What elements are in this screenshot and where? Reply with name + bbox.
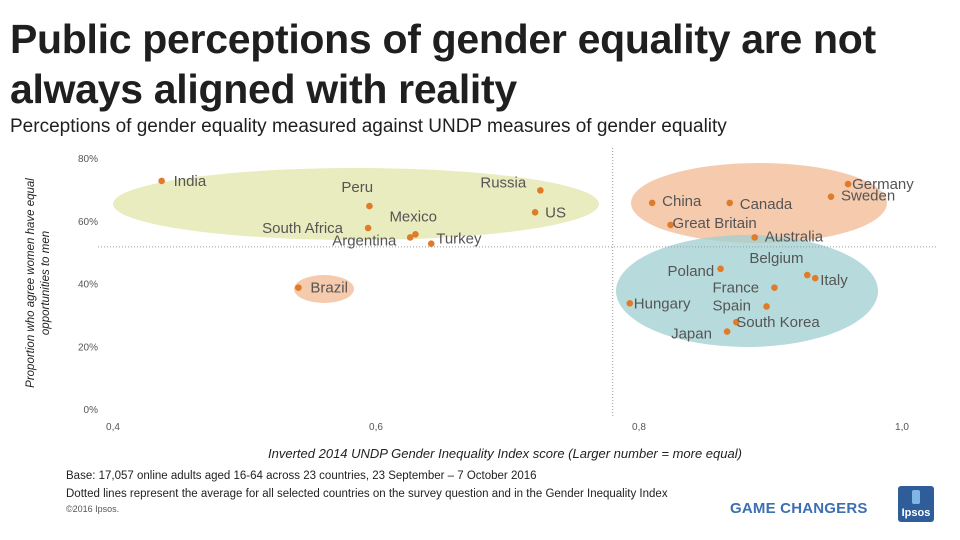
point-china: [648, 199, 656, 207]
point-us: [531, 209, 539, 216]
y-axis-label-line-1: Proportion who agree women have equal: [25, 178, 37, 388]
point-belgium: [804, 271, 811, 279]
average-lines: [98, 148, 936, 418]
axes: 0% 20% 40% 60% 80% 0,4 0,6 0,8 1,0: [78, 154, 909, 433]
label-sweden: Sweden: [841, 188, 895, 205]
point-russia: [537, 187, 544, 194]
label-peru: Peru: [341, 179, 373, 196]
y-tick-label: 60%: [78, 217, 98, 228]
label-belgium: Belgium: [749, 250, 803, 267]
label-argentina: Argentina: [332, 232, 397, 249]
point-peru: [366, 202, 373, 210]
cluster-ellipse-1: [113, 168, 599, 240]
point-argentina: [406, 234, 414, 241]
x-tick-label: 0,6: [369, 422, 383, 433]
x-tick-label: 0,8: [632, 422, 646, 433]
point-germany: [844, 180, 852, 188]
data-points: [158, 177, 852, 335]
ipsos-logo: Ipsos: [898, 486, 934, 522]
label-poland: Poland: [668, 263, 715, 280]
label-france: France: [712, 280, 759, 297]
point-mexico: [412, 231, 419, 238]
point-france: [771, 284, 778, 291]
label-germany: Germany: [852, 176, 914, 193]
point-japan: [723, 328, 731, 335]
label-canada: Canada: [740, 196, 793, 213]
label-china: China: [662, 193, 702, 210]
point-canada: [726, 199, 734, 207]
point-turkey: [427, 240, 435, 248]
point-south-korea: [733, 318, 740, 326]
point-sweden: [827, 193, 835, 200]
label-brazil: Brazil: [310, 280, 348, 297]
base-footnote: Base: 17,057 online adults aged 16-64 ac…: [66, 470, 537, 482]
x-tick-label: 0,4: [106, 422, 120, 433]
y-axis-label-line-2: opportunities to men: [40, 231, 52, 335]
y-tick-label: 40%: [78, 280, 98, 291]
label-india: India: [174, 173, 207, 190]
label-south-africa: South Africa: [262, 220, 344, 237]
game-changers-brand: GAME CHANGERS: [730, 500, 868, 517]
page-subtitle: Perceptions of gender equality measured …: [10, 116, 727, 137]
point-australia: [751, 234, 759, 241]
point-spain: [763, 303, 770, 310]
y-tick-label: 0%: [84, 405, 99, 416]
dotted-lines-footnote: Dotted lines represent the average for a…: [66, 488, 668, 500]
label-mexico: Mexico: [389, 208, 437, 225]
label-turkey: Turkey: [436, 231, 482, 248]
x-tick-label: 1,0: [895, 422, 909, 433]
cluster-ellipse-3: [631, 163, 887, 243]
label-south-korea: South Korea: [736, 314, 820, 331]
point-italy: [811, 274, 819, 282]
copyright: ©2016 Ipsos.: [66, 504, 120, 514]
point-labels: India Peru Russia US Mexico South AfricaArgen…: [174, 173, 915, 343]
scatter-chart: 0% 20% 40% 60% 80% 0,4 0,6 0,8 1,0 India Peru Russ…: [25, 148, 936, 461]
point-brazil: [295, 284, 302, 291]
x-axis-label: Inverted 2014 UNDP Gender Inequality Ind…: [268, 446, 742, 461]
point-south-africa: [364, 224, 372, 232]
point-hungary: [626, 300, 634, 307]
label-russia: Russia: [480, 174, 527, 191]
point-poland: [717, 265, 724, 273]
label-japan: Japan: [671, 326, 712, 343]
label-great-britain: Great Britain: [673, 215, 757, 232]
ipsos-logo-text: Ipsos: [901, 507, 931, 519]
point-great-britain: [667, 221, 674, 229]
cluster-ellipse-2: [294, 275, 354, 303]
page-title: Public perceptions of gender equality ar…: [10, 16, 876, 112]
y-tick-label: 20%: [78, 342, 98, 353]
label-italy: Italy: [820, 272, 848, 289]
point-india: [158, 177, 165, 185]
cluster-ellipse-4: [616, 235, 878, 347]
cluster-ellipses: [113, 163, 887, 347]
y-tick-label: 80%: [78, 154, 98, 165]
label-australia: Australia: [765, 228, 824, 245]
label-hungary: Hungary: [634, 295, 691, 312]
logo-mark-icon: [912, 490, 920, 504]
label-us: US: [545, 204, 566, 221]
label-spain: Spain: [713, 297, 751, 314]
